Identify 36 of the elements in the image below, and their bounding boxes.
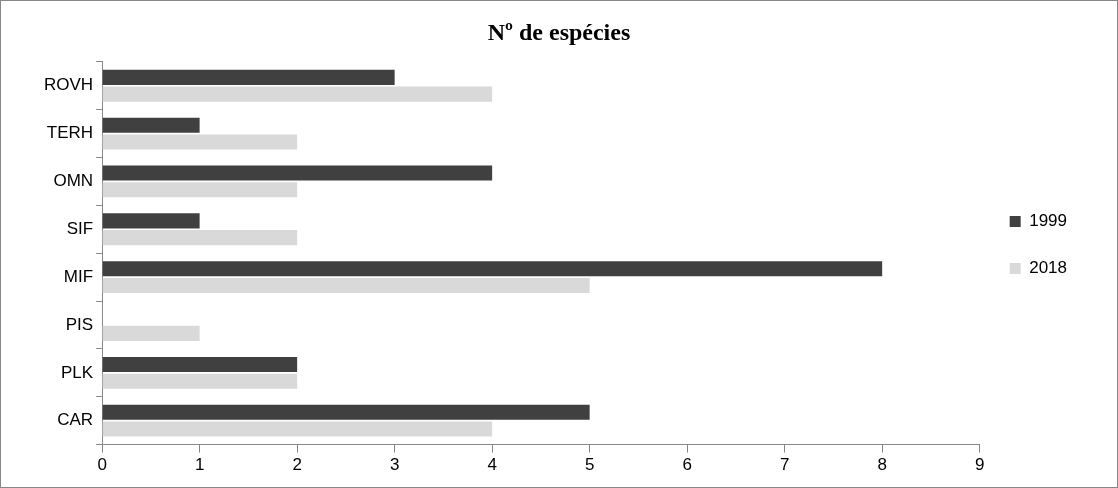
x-tick-label: 8 bbox=[877, 455, 887, 475]
bar bbox=[102, 325, 200, 341]
legend-label: 2018 bbox=[1029, 258, 1068, 278]
x-tick-label: 3 bbox=[389, 455, 400, 475]
bar bbox=[102, 404, 590, 420]
bar bbox=[102, 421, 493, 437]
bar bbox=[102, 356, 298, 372]
y-tick-label: TERH bbox=[46, 123, 94, 143]
bar bbox=[102, 134, 298, 150]
x-tick-label: 1 bbox=[194, 455, 205, 475]
bar bbox=[102, 230, 298, 246]
y-tick-label: PLK bbox=[60, 362, 94, 382]
x-tick-label: 9 bbox=[974, 455, 985, 475]
x-tick-label: 6 bbox=[682, 455, 692, 475]
x-tick-label: 2 bbox=[292, 455, 302, 475]
y-tick-label: MIF bbox=[63, 266, 94, 286]
bar bbox=[102, 261, 883, 277]
chart-title: Nº de espécies bbox=[487, 18, 631, 45]
bar bbox=[102, 69, 395, 85]
x-tick-label: 7 bbox=[779, 455, 790, 475]
x-tick-label: 0 bbox=[97, 455, 107, 475]
y-tick-label: PIS bbox=[65, 314, 94, 334]
bar bbox=[102, 165, 493, 181]
bar bbox=[102, 277, 590, 294]
bar bbox=[102, 117, 200, 133]
y-tick-label: SIF bbox=[66, 218, 94, 238]
y-tick-label: ROVH bbox=[43, 75, 94, 95]
bar bbox=[102, 373, 298, 389]
x-tick-label: 5 bbox=[584, 455, 595, 475]
y-tick-label: OMN bbox=[53, 171, 94, 191]
y-tick-label: CAR bbox=[57, 410, 94, 430]
x-tick-label: 4 bbox=[487, 455, 497, 475]
bar bbox=[102, 86, 493, 102]
bar bbox=[102, 213, 200, 229]
legend-label: 1999 bbox=[1029, 211, 1068, 231]
bar bbox=[102, 182, 298, 198]
